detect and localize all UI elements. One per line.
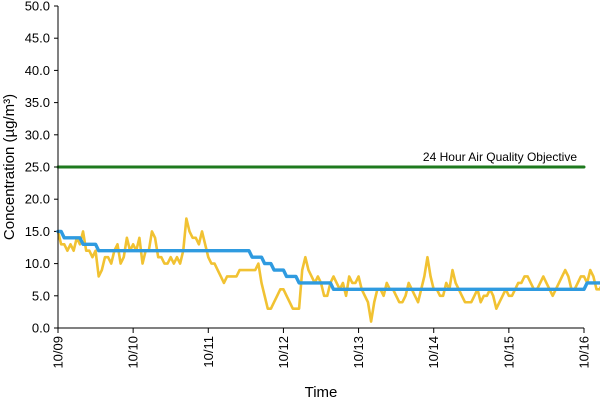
y-axis-ticks: 0.0 5.0 10.0 15.0 20.0 25.0 30.0 35.0 40.0 45.0 50…: [25, 0, 58, 336]
x-tick-label: 10/12: [276, 336, 291, 369]
x-tick-label: 10/09: [51, 336, 66, 369]
x-tick-label: 10/15: [501, 336, 516, 369]
y-tick-label: 35.0: [25, 95, 50, 110]
objective-annotation: 24 Hour Air Quality Objective: [423, 150, 577, 164]
y-tick-label: 15.0: [25, 224, 50, 239]
x-tick-label: 10/13: [351, 336, 366, 369]
x-tick-label: 10/16: [577, 336, 592, 369]
y-tick-label: 10.0: [25, 256, 50, 271]
y-tick-label: 50.0: [25, 0, 50, 14]
x-tick-label: 10/10: [126, 336, 141, 369]
y-tick-label: 20.0: [25, 192, 50, 207]
y-axis-title: Concentration (µg/m³): [1, 94, 18, 240]
y-tick-label: 0.0: [32, 321, 50, 336]
y-tick-label: 40.0: [25, 63, 50, 78]
x-axis-ticks: 10/09 10/10 10/11 10/12 10/13 10/14 10/15 10/16: [51, 328, 592, 369]
y-tick-label: 25.0: [25, 160, 50, 175]
y-tick-label: 30.0: [25, 127, 50, 142]
series-layer: [56, 165, 600, 323]
x-axis-title: Time: [305, 384, 338, 400]
x-tick-label: 10/14: [426, 336, 441, 369]
daily-series-line: [56, 229, 600, 292]
y-tick-label: 5.0: [32, 288, 50, 303]
axes-layer: [57, 6, 584, 329]
y-tick-label: 45.0: [25, 31, 50, 46]
x-tick-label: 10/11: [201, 336, 216, 368]
hourly-series-line: [56, 217, 600, 323]
